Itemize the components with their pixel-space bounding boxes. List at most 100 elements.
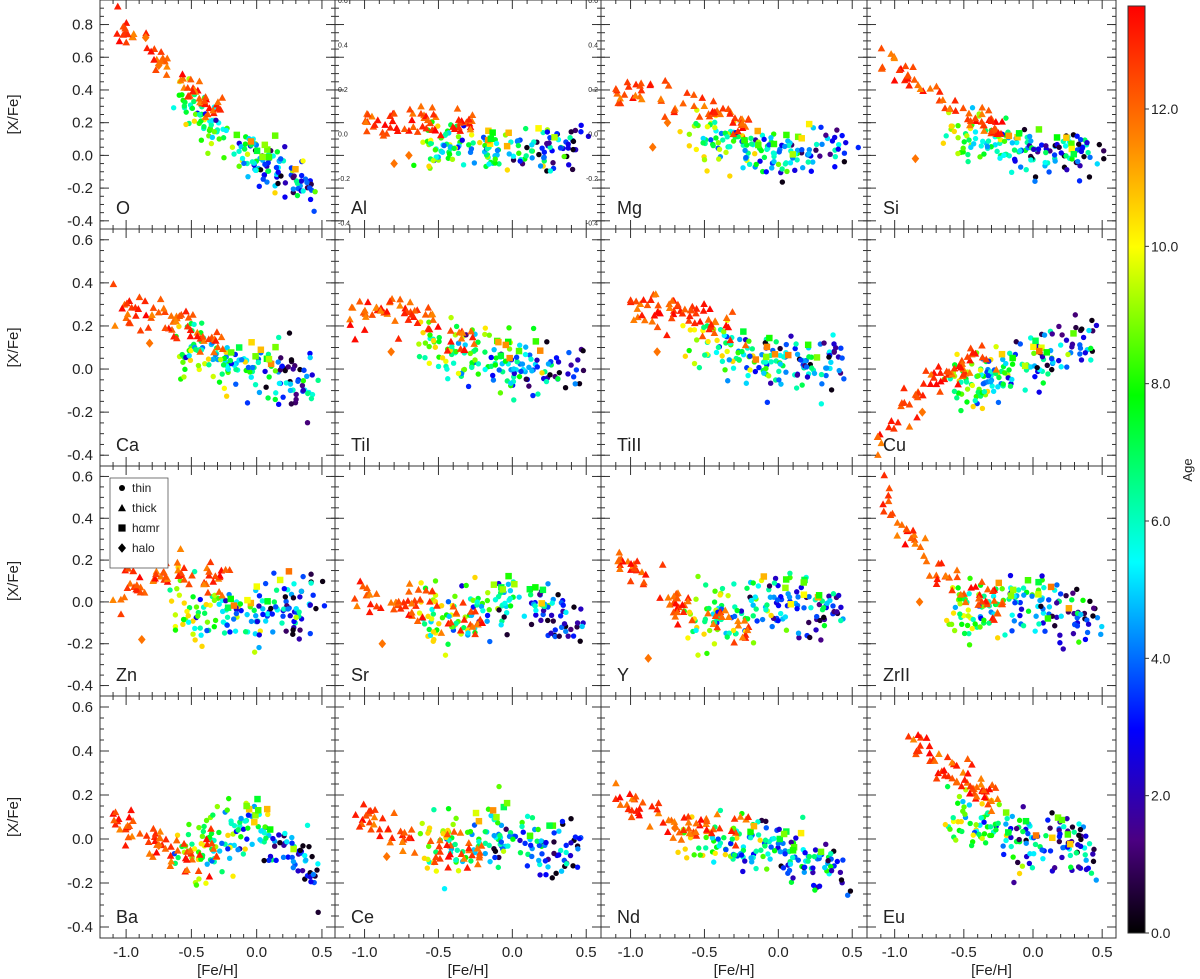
- thick-point: [150, 55, 158, 63]
- thin-point: [1016, 870, 1023, 877]
- thin-point: [784, 168, 790, 175]
- thin-point: [988, 832, 995, 839]
- thin-point: [282, 830, 288, 837]
- panel-frame: [600, 465, 868, 697]
- thin-point: [460, 162, 467, 168]
- thin-point: [795, 857, 802, 863]
- hamr-point: [794, 133, 802, 141]
- thin-point: [210, 356, 216, 363]
- thick-point: [457, 334, 466, 342]
- thin-point: [441, 885, 448, 892]
- thick-point: [394, 597, 403, 605]
- thin-point: [970, 403, 976, 410]
- thin-point: [1001, 370, 1008, 376]
- thin-point: [571, 604, 577, 610]
- thick-point: [408, 116, 416, 124]
- thin-point: [835, 141, 842, 148]
- thin-point: [287, 381, 294, 387]
- thin-point: [1074, 133, 1080, 139]
- thin-point: [693, 120, 699, 127]
- thick-point: [396, 604, 405, 612]
- thin-point: [530, 325, 537, 332]
- thin-point: [793, 835, 799, 841]
- thin-point: [306, 185, 313, 191]
- thin-point: [1001, 138, 1008, 144]
- thick-point: [636, 81, 644, 89]
- thick-point: [684, 594, 692, 601]
- thin-point: [209, 134, 216, 141]
- thin-point: [677, 128, 683, 135]
- thin-point: [574, 624, 580, 630]
- thin-point: [219, 840, 225, 846]
- hamr-point: [539, 586, 547, 594]
- thin-point: [1030, 146, 1037, 152]
- thin-point: [280, 854, 287, 861]
- element-label: Ce: [351, 907, 374, 927]
- thin-point: [980, 138, 986, 145]
- thick-point: [188, 571, 196, 579]
- thin-point: [1054, 614, 1060, 620]
- hamr-point: [264, 598, 271, 605]
- thin-point: [696, 364, 703, 371]
- thick-point: [692, 309, 700, 317]
- thin-point: [1003, 821, 1009, 827]
- thin-point: [506, 151, 512, 157]
- thick-point: [940, 375, 949, 383]
- thin-point: [808, 365, 815, 371]
- thin-point: [984, 144, 991, 150]
- thin-point: [176, 92, 182, 98]
- thick-point: [425, 325, 434, 333]
- thin-point: [438, 602, 445, 609]
- thin-point: [966, 630, 972, 637]
- thin-point: [813, 147, 819, 153]
- thin-point: [181, 103, 188, 109]
- thin-point: [487, 858, 493, 865]
- thick-point: [355, 297, 364, 305]
- thin-point: [1047, 825, 1053, 831]
- hamr-point: [257, 346, 265, 353]
- thin-point: [551, 850, 557, 857]
- hamr-point: [276, 576, 284, 584]
- thin-point: [799, 147, 805, 153]
- thin-point: [830, 591, 837, 597]
- thin-point: [1070, 590, 1076, 596]
- thin-point: [544, 129, 551, 135]
- hamr-point: [785, 351, 792, 359]
- thick-point: [963, 755, 972, 762]
- thin-point: [964, 386, 971, 392]
- thin-point: [544, 339, 550, 345]
- thick-point: [932, 774, 941, 782]
- thick-point: [180, 564, 188, 571]
- thin-point: [1029, 593, 1035, 599]
- thin-point: [744, 585, 750, 591]
- hamr-point: [780, 830, 788, 838]
- thin-point: [319, 578, 326, 585]
- thin-point: [838, 345, 844, 351]
- thin-point: [449, 156, 456, 162]
- thin-point: [966, 590, 972, 597]
- thick-point: [630, 564, 639, 572]
- thin-point: [1041, 584, 1047, 591]
- thick-point: [738, 633, 747, 641]
- hamr-point: [800, 579, 808, 586]
- thin-point: [1052, 158, 1058, 164]
- thin-point: [828, 359, 834, 365]
- thick-point: [977, 780, 985, 788]
- thin-point: [804, 374, 811, 380]
- thick-point: [407, 825, 416, 833]
- thin-point: [826, 593, 832, 599]
- thick-point: [612, 85, 620, 92]
- thin-point: [470, 140, 476, 146]
- thin-point: [993, 343, 999, 350]
- thick-point: [363, 127, 371, 135]
- thin-point: [763, 359, 769, 365]
- thick-point: [413, 127, 422, 135]
- halo-point: [387, 347, 395, 357]
- thick-point: [435, 842, 444, 850]
- thin-point: [494, 820, 501, 826]
- thin-point: [1094, 614, 1101, 621]
- thin-point: [181, 600, 187, 606]
- thin-point: [300, 377, 307, 384]
- thin-point: [191, 118, 198, 124]
- thick-point: [668, 296, 677, 304]
